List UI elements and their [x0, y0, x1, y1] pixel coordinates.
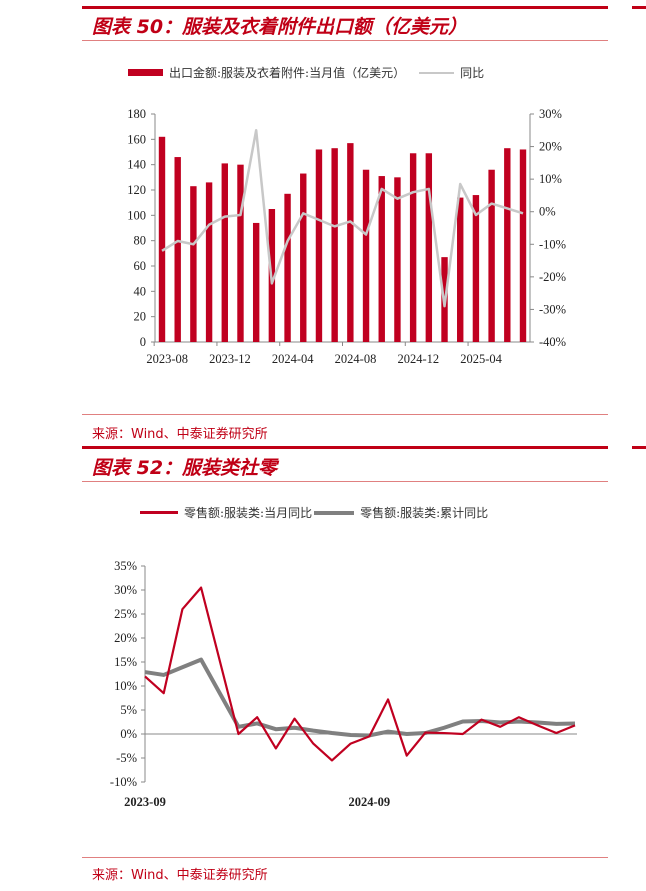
y-tick-label-left: 160 [127, 132, 146, 146]
y-tick-label: 0% [120, 727, 137, 741]
bar [519, 149, 527, 342]
legend: 零售额:服装类:当月同比 零售额:服装类:累计同比 [140, 504, 488, 521]
source-divider [82, 857, 608, 858]
chart-title: 图表 50：服装及衣着附件出口额（亿美元） [92, 16, 468, 38]
y-tick-label-left: 180 [127, 107, 146, 121]
bar [174, 157, 181, 342]
y-tick-label-left: 60 [134, 259, 147, 273]
yoy-line [161, 129, 524, 308]
export-chart: 0 20 40 60 80 100 120 140 160 180 -40% -30% -20% -10%… [127, 107, 566, 366]
y-tick-label: 5% [120, 703, 137, 717]
y-tick-label-left: 20 [134, 310, 147, 324]
source-divider [82, 414, 608, 415]
y-tick-label-left: 140 [127, 158, 146, 172]
bar [425, 153, 433, 342]
bar [409, 153, 417, 342]
y-tick-label-right: 10% [539, 172, 562, 186]
legend-swatch-line [419, 71, 455, 74]
cumulative-yoy-line [144, 657, 576, 738]
legend-label-line: 同比 [460, 66, 485, 80]
x-tick-label: 2023-08 [146, 352, 188, 366]
y-tick-label: 20% [114, 631, 137, 645]
bar [315, 149, 323, 342]
bar [237, 164, 244, 342]
y-tick-label-right: 0% [539, 205, 556, 219]
legend-label-monthly: 零售额:服装类:当月同比 [184, 506, 313, 520]
y-tick-label-left: 40 [134, 284, 147, 298]
y-tick-label: -5% [116, 751, 137, 765]
bar [221, 163, 228, 342]
legend-label-cumulative: 零售额:服装类:累计同比 [360, 506, 489, 520]
bar [394, 177, 401, 342]
y-tick-label-right: -40% [539, 335, 566, 349]
y-tick-label: 30% [114, 583, 137, 597]
x-tick-label: 2024-04 [272, 352, 314, 366]
bar [190, 186, 197, 342]
top-rule [82, 446, 608, 449]
source-note: 来源：Wind、中泰证券研究所 [92, 427, 268, 442]
legend-swatch-monthly [140, 511, 178, 514]
y-tick-label: 25% [114, 607, 137, 621]
top-rule [82, 6, 608, 9]
y-tick-label-right: -30% [539, 302, 566, 316]
x-tick-label: 2024-08 [335, 352, 377, 366]
legend-label-bar: 出口金额:服装及衣着附件:当月值（亿美元） [169, 66, 406, 80]
bar [362, 169, 370, 342]
monthly-yoy-line [144, 586, 576, 762]
bar [300, 173, 307, 342]
bar [347, 143, 354, 342]
y-tick-label-right: -10% [539, 237, 566, 251]
bar [457, 197, 464, 342]
title-divider [82, 481, 608, 482]
bar [378, 176, 385, 342]
bar [158, 136, 166, 342]
y-tick-label-left: 100 [127, 208, 146, 222]
x-tick-label: 2024-09 [349, 795, 391, 809]
x-tick-label: 2023-12 [209, 352, 251, 366]
y-tick-label: 35% [114, 559, 137, 573]
y-tick-label-right: -20% [539, 270, 566, 284]
bar [284, 193, 291, 342]
bar [472, 195, 480, 342]
chart-title: 图表 52：服装类社零 [92, 457, 278, 479]
side-rule [632, 446, 646, 449]
y-tick-label-left: 0 [140, 335, 146, 349]
side-rule [632, 6, 646, 9]
bar [252, 222, 260, 342]
legend-swatch-cumulative [314, 510, 355, 515]
y-tick-label: 15% [114, 655, 137, 669]
bar [205, 182, 213, 342]
bar [488, 169, 495, 342]
y-tick-label-left: 80 [134, 234, 147, 248]
y-tick-label-left: 120 [127, 183, 146, 197]
bar [331, 148, 338, 342]
x-tick-label: 2025-04 [460, 352, 502, 366]
source-note: 来源：Wind、中泰证券研究所 [92, 868, 268, 883]
title-divider [82, 40, 608, 41]
y-tick-label-right: 20% [539, 140, 562, 154]
y-tick-label-right: 30% [539, 107, 562, 121]
y-tick-label: -10% [110, 775, 137, 789]
x-tick-label: 2023-09 [124, 795, 166, 809]
bar [504, 148, 511, 342]
y-tick-label: 10% [114, 679, 137, 693]
legend: 出口金额:服装及衣着附件:当月值（亿美元） 同比 [128, 64, 484, 81]
legend-swatch-bar [128, 69, 163, 76]
x-tick-label: 2024-12 [397, 352, 439, 366]
